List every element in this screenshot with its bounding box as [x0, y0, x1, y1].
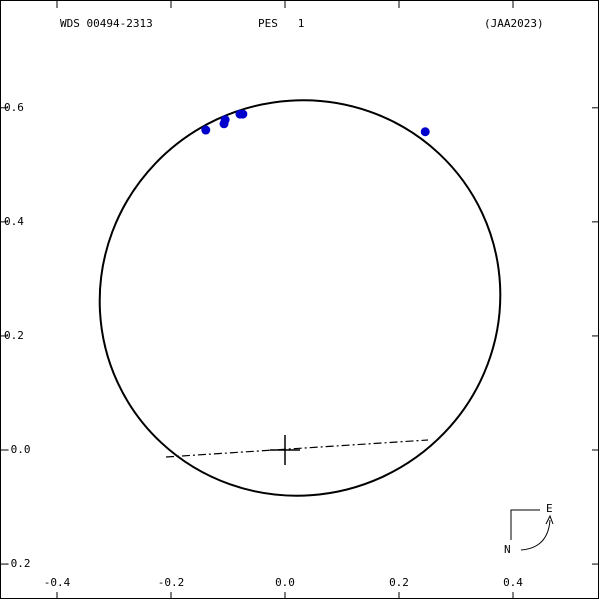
- header-name: PES 1: [258, 17, 304, 30]
- x-tick-label: 0.0: [275, 576, 295, 589]
- y-tick-label: 0.4: [4, 215, 24, 228]
- x-tick-label: -0.2: [158, 576, 185, 589]
- y-tick-label: 0.2: [4, 329, 24, 342]
- y-tick-label: -0.0: [4, 443, 31, 456]
- compass-axes: [510, 509, 540, 540]
- observation: [238, 109, 248, 119]
- compass-arrow: [520, 519, 551, 551]
- compass-east: E: [546, 502, 553, 515]
- y-tick-label: -0.2: [4, 557, 31, 570]
- x-tick-label: -0.4: [44, 576, 71, 589]
- header-id: WDS 00494-2313: [60, 17, 153, 30]
- compass: E N: [504, 502, 554, 556]
- y-tick-label: 0.6: [4, 101, 24, 114]
- header-ref: (JAA2023): [484, 17, 544, 30]
- observation: [201, 125, 211, 135]
- observation: [420, 127, 430, 137]
- x-tick-label: 0.4: [503, 576, 523, 589]
- line-of-nodes: [165, 439, 429, 458]
- observation: [219, 119, 229, 129]
- compass-arrowhead: [545, 514, 554, 525]
- orbit: [98, 99, 502, 497]
- compass-north: N: [504, 543, 511, 556]
- x-tick-label: 0.2: [389, 576, 409, 589]
